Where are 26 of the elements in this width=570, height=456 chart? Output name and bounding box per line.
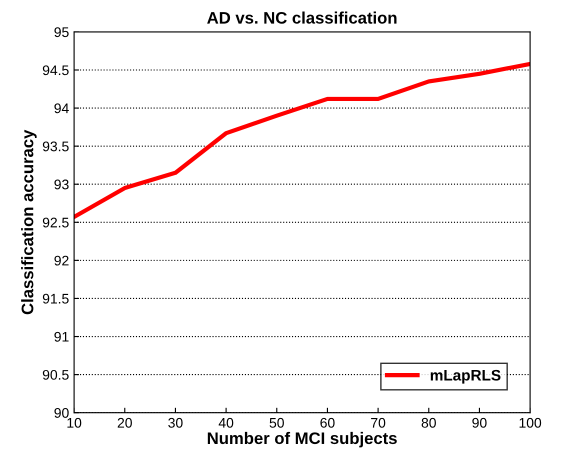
- y-tick-label: 92: [54, 256, 69, 266]
- legend-label: mLapRLS: [430, 370, 500, 384]
- x-tick-label: 40: [218, 418, 234, 428]
- x-tick-label: 90: [472, 418, 487, 428]
- chart-title: AD vs. NC classification: [207, 12, 396, 24]
- x-tick-label: 30: [168, 418, 183, 428]
- y-tick-label: 92.5: [42, 218, 69, 228]
- y-tick-label: 93.5: [42, 141, 69, 152]
- y-tick-label: 94: [54, 103, 69, 114]
- y-tick-label: 90.5: [42, 370, 69, 380]
- y-tick-label: 90: [54, 408, 69, 418]
- y-axis-title: Classification accuracy: [21, 130, 37, 314]
- y-tick-label: 93: [54, 180, 69, 190]
- x-tick-label: 80: [422, 418, 436, 428]
- x-tick-label: 60: [320, 418, 335, 428]
- x-tick-label: 10: [67, 418, 82, 428]
- x-tick-label: 20: [118, 418, 132, 428]
- y-tick-label: 95: [54, 27, 69, 38]
- x-tick-label: 70: [371, 418, 386, 428]
- x-tick-label: 100: [520, 418, 542, 428]
- line-series: [74, 62, 530, 220]
- y-tick-label: 91: [54, 332, 69, 342]
- x-tick-label: 50: [270, 418, 284, 428]
- y-tick-label: 94.5: [42, 65, 69, 76]
- x-axis-title: Number of MCI subjects: [208, 432, 397, 448]
- y-tick-label: 91.5: [42, 294, 69, 304]
